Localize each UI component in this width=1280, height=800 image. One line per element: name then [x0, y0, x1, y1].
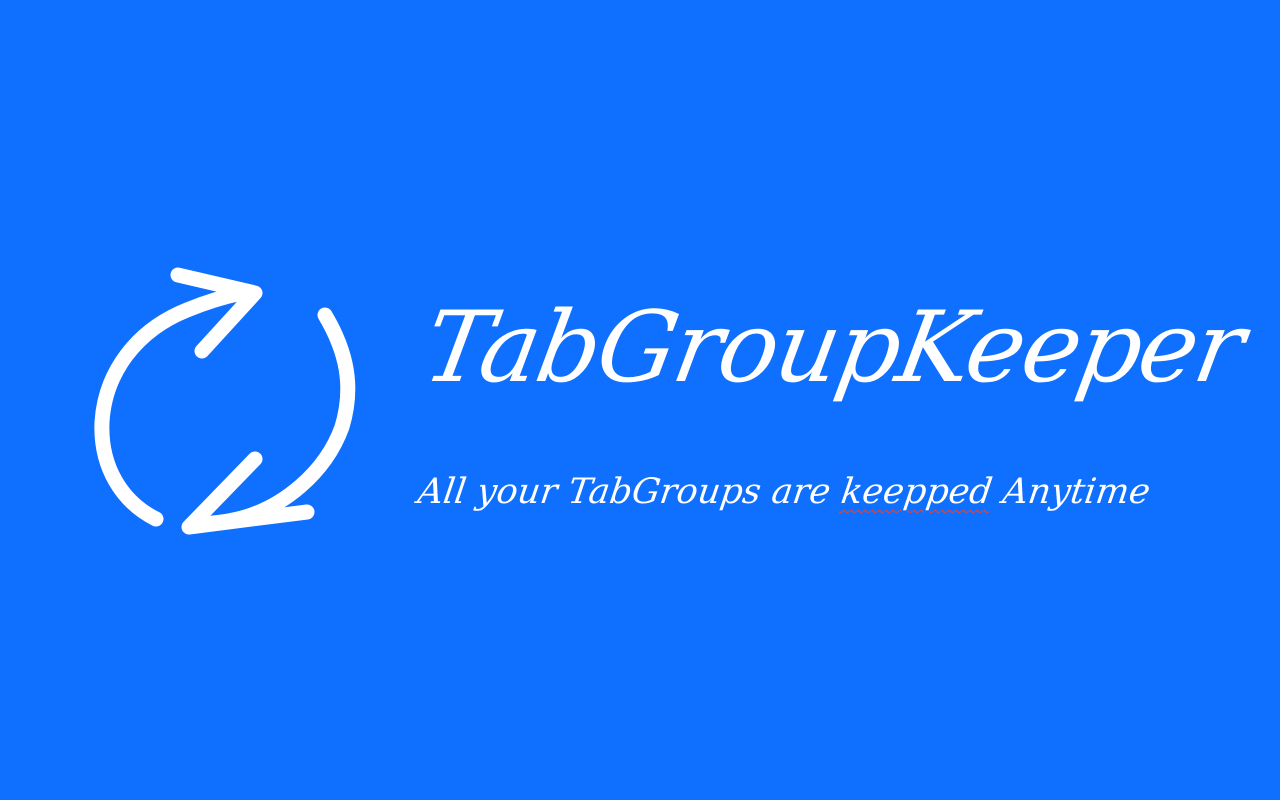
refresh-arrows-icon — [94, 267, 356, 535]
upper-arrow-head — [170, 267, 263, 359]
tagline-misspelled-word: keepped — [838, 472, 995, 512]
lower-arrow-head — [181, 451, 315, 535]
upper-arc-arrow — [94, 285, 250, 527]
tagline: All your TabGroups are keepped Anytime — [414, 462, 1182, 522]
tagline-after: Anytime — [989, 472, 1153, 512]
app-title: TabGroupKeeper — [415, 291, 1251, 405]
tagline-before: All your TabGroups are — [415, 472, 845, 512]
